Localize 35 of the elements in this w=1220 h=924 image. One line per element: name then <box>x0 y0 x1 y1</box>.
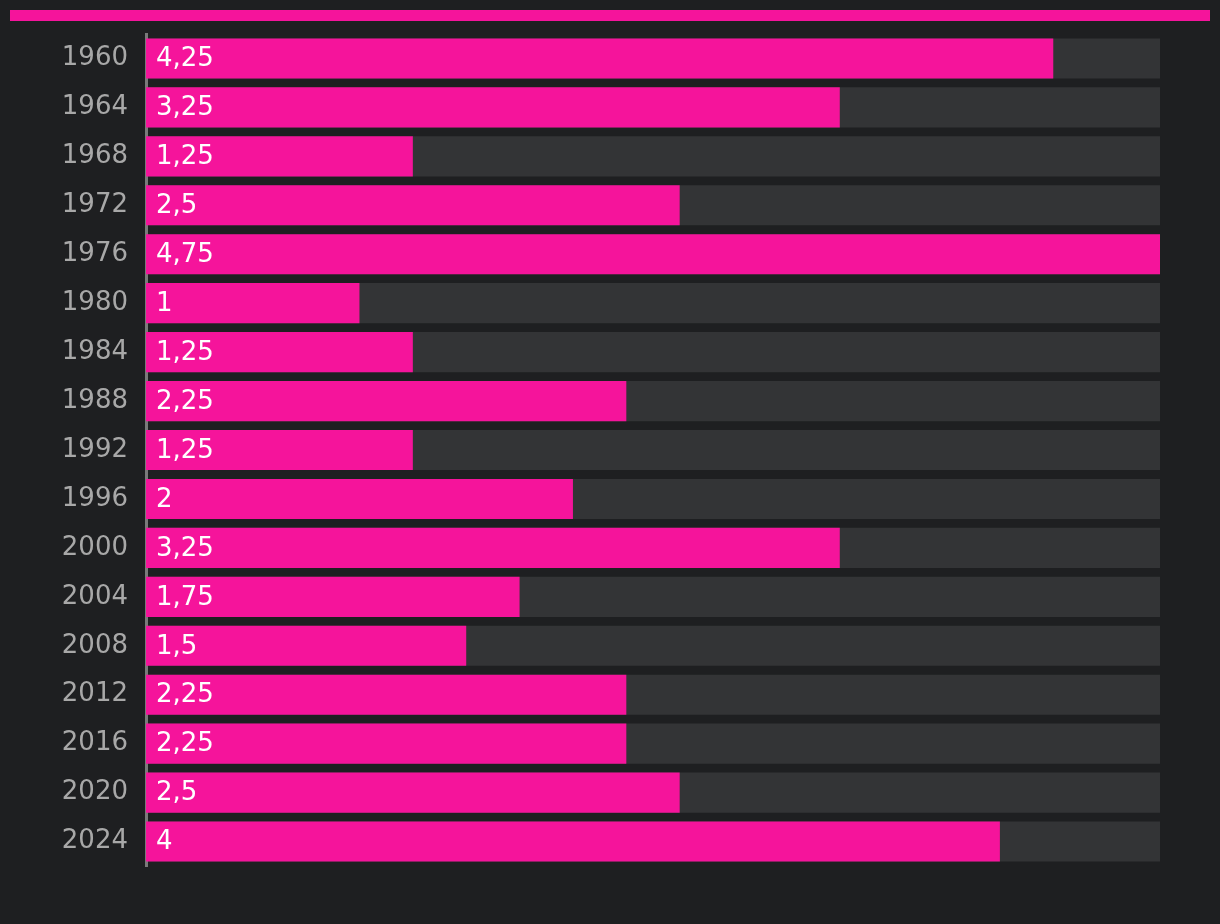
y-tick-label: 1996 <box>61 481 128 512</box>
data-label: 2,5 <box>156 189 198 220</box>
y-tick-label: 1984 <box>61 334 128 365</box>
y-tick-label: 2020 <box>61 775 128 806</box>
data-label: 1,25 <box>156 433 214 464</box>
y-tick-label: 1988 <box>61 383 128 414</box>
data-label: 2,25 <box>156 727 214 758</box>
y-tick-label: 1964 <box>61 90 128 121</box>
bar <box>146 283 360 324</box>
data-label: 1,5 <box>156 629 198 660</box>
data-label: 3,25 <box>156 91 214 122</box>
y-tick-label: 1980 <box>61 285 128 316</box>
y-tick-label: 1972 <box>61 188 128 219</box>
y-tick-label: 2000 <box>61 530 128 561</box>
data-label: 2,25 <box>156 384 214 415</box>
y-tick-label: 2024 <box>61 824 128 855</box>
data-label: 3,25 <box>156 531 214 562</box>
y-tick-label: 2008 <box>61 628 128 659</box>
y-tick-label: 1968 <box>61 139 128 170</box>
data-label: 4,75 <box>156 237 214 268</box>
data-label: 1,75 <box>156 580 214 611</box>
y-tick-label: 1960 <box>61 41 128 72</box>
data-label: 2 <box>156 482 173 513</box>
data-label: 1 <box>156 286 173 317</box>
y-tick-label: 2004 <box>61 579 128 610</box>
y-tick-label: 1976 <box>61 236 128 267</box>
y-tick-label: 2012 <box>61 677 128 708</box>
data-label: 4,25 <box>156 42 214 73</box>
data-label: 2,5 <box>156 776 198 807</box>
data-label: 1,25 <box>156 335 214 366</box>
data-label: 2,25 <box>156 678 214 709</box>
data-label: 1,25 <box>156 140 214 171</box>
y-tick-label: 1992 <box>61 432 128 463</box>
data-label: 4 <box>156 825 173 856</box>
y-tick-label: 2016 <box>61 726 128 757</box>
